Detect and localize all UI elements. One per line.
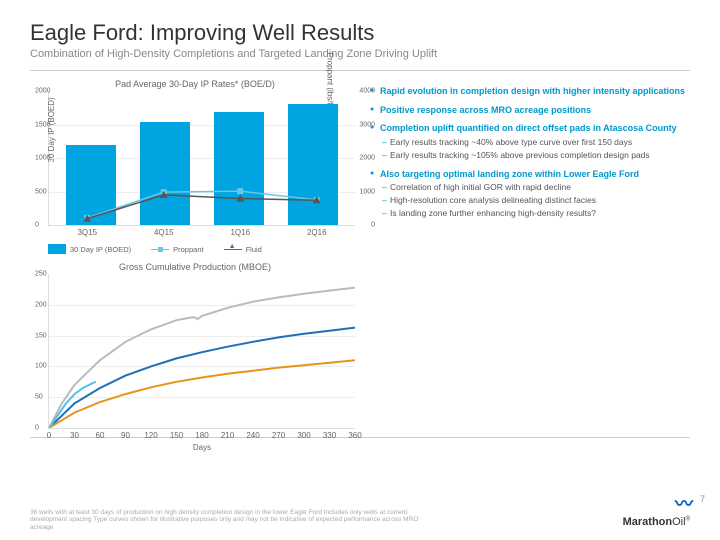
line-chart: 0501001502002500306090120150180210240270… xyxy=(48,274,355,429)
logo: 〰 MarathonOil® xyxy=(623,490,690,528)
bullet-h3: Completion uplift quantified on direct o… xyxy=(370,122,690,135)
legend-line2-swatch xyxy=(224,249,242,250)
charts-column: Pad Average 30-Day IP Rates* (BOE/D) 30 … xyxy=(30,79,360,429)
logo-wave-icon: 〰 xyxy=(623,490,690,516)
bullet-s4b: High-resolution core analysis delineatin… xyxy=(382,195,690,207)
bar-legend: 30 Day IP (BOED) Proppant Fluid xyxy=(48,244,360,254)
divider-top xyxy=(30,70,690,71)
legend-line1-swatch xyxy=(151,249,169,250)
bullet-h2: Positive response across MRO acreage pos… xyxy=(370,104,690,117)
bullet-h1: Rapid evolution in completion design wit… xyxy=(370,85,690,98)
legend-ip-label: 30 Day IP (BOED) xyxy=(70,245,131,254)
logo-suffix: Oil xyxy=(672,516,685,528)
page-number: 7 xyxy=(700,494,705,504)
legend-bar-swatch xyxy=(48,244,66,254)
bar-chart: 30 Day IP (BOED) Proppant (lbs/ft) / Flu… xyxy=(48,91,355,226)
bullet-s4a: Correlation of high initial GOR with rap… xyxy=(382,182,690,194)
bullet-s3a: Early results tracking ~40% above type c… xyxy=(382,137,690,149)
page-title: Eagle Ford: Improving Well Results xyxy=(30,20,690,46)
legend-proppant-label: Proppant xyxy=(173,245,203,254)
legend-ip: 30 Day IP (BOED) xyxy=(48,244,131,254)
bullet-s4c: Is landing zone further enhancing high-d… xyxy=(382,208,690,220)
logo-brand: Marathon xyxy=(623,516,673,528)
legend-fluid: Fluid xyxy=(224,245,262,254)
bar-chart-title: Pad Average 30-Day IP Rates* (BOE/D) xyxy=(30,79,360,89)
logo-text: MarathonOil® xyxy=(623,516,690,528)
line-chart-title: Gross Cumulative Production (MBOE) xyxy=(30,262,360,272)
legend-proppant: Proppant xyxy=(151,245,203,254)
bullet-s3b: Early results tracking ~105% above previ… xyxy=(382,150,690,162)
footnote: 36 wells with at least 30 days of produc… xyxy=(30,509,430,532)
bullet-h4: Also targeting optimal landing zone with… xyxy=(370,168,690,181)
page-subtitle: Combination of High-Density Completions … xyxy=(30,48,690,60)
legend-fluid-label: Fluid xyxy=(246,245,262,254)
bullets-column: Rapid evolution in completion design wit… xyxy=(370,79,690,429)
